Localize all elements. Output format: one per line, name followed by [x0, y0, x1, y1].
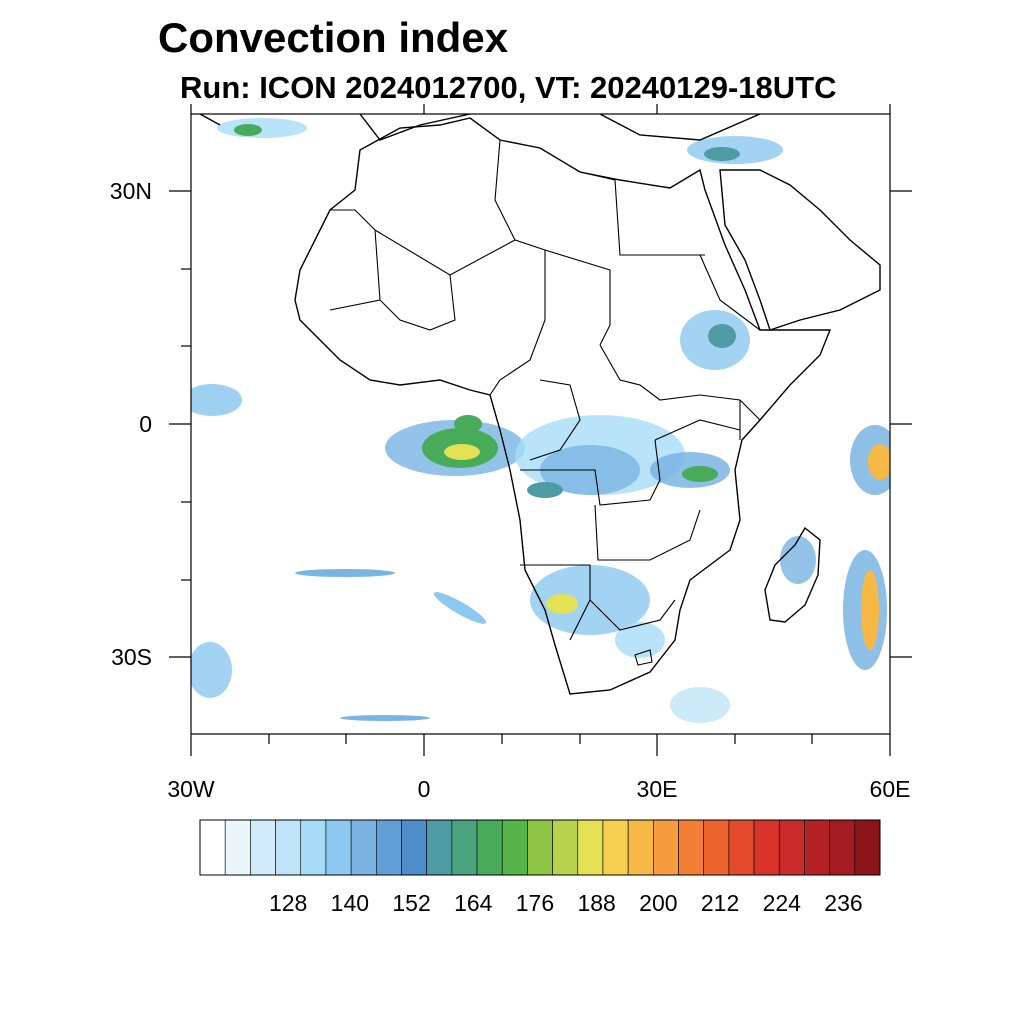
- colorbar-label: 200: [639, 890, 677, 916]
- colorbar-label: 236: [824, 890, 862, 916]
- x-tick-label: 0: [418, 776, 431, 802]
- country-borders: [329, 139, 761, 666]
- convection-cell: [708, 324, 736, 348]
- colorbar-label: 152: [392, 890, 430, 916]
- arabia-coastline: [719, 169, 881, 331]
- colorbar-swatch: [325, 819, 352, 876]
- colorbar-labels: 128 140 152 164 176 188 200 212 224 236: [269, 890, 863, 916]
- colorbar-label: 140: [331, 890, 369, 916]
- convection-cell: [861, 570, 879, 650]
- convection-cell: [868, 444, 890, 480]
- colorbar-swatch: [703, 819, 730, 876]
- colorbar-swatch: [753, 819, 780, 876]
- colorbar-swatch: [451, 819, 478, 876]
- colorbar-label: 164: [454, 890, 493, 916]
- convection-cell: [780, 536, 816, 584]
- colorbar-swatch: [854, 819, 881, 876]
- convection-cell: [682, 466, 718, 482]
- convection-cell: [454, 415, 482, 433]
- convection-cell: [670, 687, 730, 723]
- convection-cell: [704, 147, 740, 161]
- madagascar-coastline: [764, 526, 821, 623]
- colorbar-swatch: [577, 819, 604, 876]
- colorbar-swatch: [426, 819, 453, 876]
- coastlines: [199, 114, 881, 695]
- y-tick-label: 30S: [111, 644, 152, 670]
- y-tick-label: 30N: [110, 178, 152, 204]
- colorbar-label: 212: [701, 890, 739, 916]
- colorbar-swatch: [401, 819, 427, 876]
- colorbar-swatch: [224, 819, 251, 876]
- colorbar-swatch: [275, 819, 302, 876]
- colorbar-label: 128: [269, 890, 307, 916]
- colorbar-swatch: [602, 819, 629, 876]
- convection-field: [191, 118, 890, 723]
- europe-coastline: [199, 114, 761, 141]
- colorbar-swatch: [300, 819, 327, 876]
- convection-cell: [444, 444, 480, 460]
- x-tick-label: 30E: [637, 776, 678, 802]
- convection-cell: [217, 118, 307, 138]
- colorbar-swatch: [527, 819, 553, 876]
- colorbar-swatch: [375, 819, 402, 876]
- convection-cell: [340, 715, 430, 721]
- chart-subtitle: Run: ICON 2024012700, VT: 20240129-18UTC: [180, 70, 837, 105]
- colorbar-swatch: [829, 819, 856, 876]
- convection-cell: [546, 594, 578, 614]
- axis-ticks: [169, 104, 912, 756]
- x-tick-label: 60E: [870, 776, 911, 802]
- convection-cell: [433, 592, 487, 624]
- colorbar-swatch: [199, 819, 226, 876]
- colorbar-swatch: [250, 819, 276, 876]
- colorbar-swatch: [476, 819, 503, 876]
- colorbar-label: 176: [516, 890, 554, 916]
- colorbar: [199, 819, 881, 876]
- map-panel: [191, 114, 890, 723]
- colorbar-swatch: [804, 819, 830, 876]
- colorbar-swatch: [778, 819, 805, 876]
- colorbar-swatch: [501, 819, 528, 876]
- convection-cell: [234, 124, 262, 136]
- map-frame: [190, 113, 891, 735]
- convection-cell: [615, 622, 665, 658]
- colorbar-swatch: [678, 819, 705, 876]
- colorbar-swatch: [552, 819, 579, 876]
- convection-cell: [295, 569, 395, 577]
- colorbar-swatch: [627, 819, 654, 876]
- colorbar-label: 224: [763, 890, 802, 916]
- x-tick-label: 30W: [167, 776, 215, 802]
- africa-coastline: [294, 117, 832, 695]
- convection-cell: [191, 384, 242, 416]
- convection-cell: [191, 642, 232, 698]
- colorbar-swatch: [653, 819, 679, 876]
- convection-cell: [527, 482, 563, 498]
- colorbar-label: 188: [577, 890, 615, 916]
- colorbar-swatch: [350, 819, 377, 876]
- colorbar-swatch: [728, 819, 755, 876]
- colorbar-outline: [199, 819, 881, 876]
- y-tick-label: 0: [139, 411, 152, 437]
- chart-title: Convection index: [158, 14, 509, 61]
